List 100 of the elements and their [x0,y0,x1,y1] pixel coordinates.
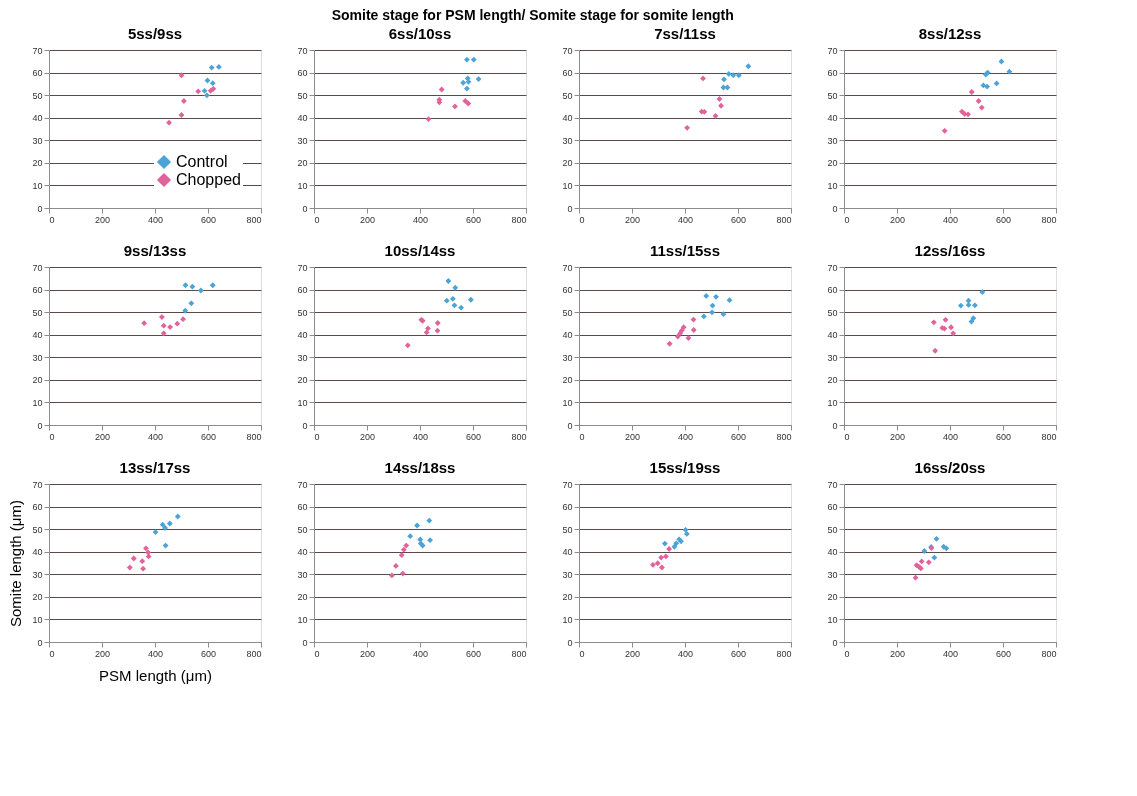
y-tick-label: 50 [297,307,308,318]
y-tick-label: 50 [297,524,308,535]
x-tick-label: 400 [942,214,959,225]
x-tick-label: 200 [359,214,376,225]
x-tick-label: 200 [359,648,376,659]
y-tick-label: 40 [32,330,43,341]
x-tick-label: 600 [995,648,1012,659]
text: Somite stage for PSM length/ Somite stage for somite length [331,6,734,23]
y-tick-label: 40 [32,113,43,124]
y-tick-label: 30 [562,352,573,363]
y-tick-label: 0 [567,637,573,648]
x-tick-label: 200 [624,214,641,225]
x-tick-label: 0 [844,214,850,225]
x-tick-label: 600 [730,214,747,225]
y-tick-label: 10 [297,614,308,625]
y-tick-label: 0 [832,420,838,431]
y-tick-label: 60 [297,285,308,296]
x-tick-label: 0 [49,431,55,442]
y-tick-label: 20 [827,375,838,386]
y-tick-label: 20 [562,158,573,169]
y-tick-label: 60 [827,285,838,296]
y-tick-label: 0 [832,203,838,214]
y-tick-label: 50 [32,307,43,318]
legend-label: Chopped [176,171,241,188]
x-tick-label: 600 [200,214,217,225]
y-tick-label: 0 [832,637,838,648]
x-tick-label: 400 [677,214,694,225]
x-tick-label: 600 [995,214,1012,225]
x-tick-label: 0 [314,214,320,225]
y-tick-label: 70 [297,262,308,273]
y-tick-label: 50 [32,90,43,101]
y-tick-label: 10 [562,614,573,625]
x-tick-label: 400 [942,431,959,442]
x-tick-label: 400 [942,648,959,659]
x-tick-label: 200 [889,214,906,225]
y-tick-label: 40 [562,330,573,341]
x-tick-label: 800 [776,431,792,442]
x-tick-label: 0 [579,648,585,659]
y-tick-label: 70 [297,45,308,56]
y-tick-label: 20 [827,592,838,603]
x-tick-label: 800 [1041,648,1057,659]
x-tick-label: 400 [147,648,164,659]
y-tick-label: 50 [562,90,573,101]
chart-title: 15ss/19ss [649,459,721,476]
y-tick-label: 30 [32,352,43,363]
y-tick-label: 20 [32,158,43,169]
x-tick-label: 0 [49,214,55,225]
y-tick-label: 20 [297,375,308,386]
y-tick-label: 0 [302,420,308,431]
y-tick-label: 60 [297,68,308,79]
y-tick-label: 40 [827,330,838,341]
y-tick-label: 40 [827,547,838,558]
x-tick-label: 0 [49,648,55,659]
y-tick-label: 60 [32,285,43,296]
x-tick-label: 600 [465,214,482,225]
x-tick-label: 400 [412,431,429,442]
y-tick-label: 30 [827,352,838,363]
x-tick-label: 800 [511,431,527,442]
x-tick-label: 800 [776,648,792,659]
x-tick-label: 800 [1041,431,1057,442]
y-tick-label: 10 [827,180,838,191]
y-tick-label: 20 [32,592,43,603]
y-tick-label: 60 [562,502,573,513]
chart-title: 12ss/16ss [914,242,986,259]
chart-title: 14ss/18ss [384,459,456,476]
x-tick-label: 800 [1041,214,1057,225]
x-tick-label: 200 [94,648,111,659]
chart-title: 8ss/12ss [918,25,982,42]
x-tick-label: 600 [730,648,747,659]
chart-title: 13ss/17ss [119,459,191,476]
x-tick-label: 800 [511,648,527,659]
y-tick-label: 30 [297,135,308,146]
x-tick-label: 0 [844,431,850,442]
y-tick-label: 50 [827,524,838,535]
x-tick-label: 800 [246,431,262,442]
chart-title: 5ss/9ss [127,25,183,42]
y-tick-label: 40 [827,113,838,124]
y-tick-label: 50 [827,90,838,101]
x-tick-label: 600 [465,648,482,659]
y-tick-label: 40 [297,547,308,558]
chart-title: 9ss/13ss [123,242,187,259]
y-tick-label: 70 [562,262,573,273]
y-tick-label: 0 [37,637,43,648]
y-tick-label: 10 [827,397,838,408]
y-tick-label: 50 [562,307,573,318]
chart-title: 11ss/15ss [649,242,721,259]
y-tick-label: 50 [827,307,838,318]
y-tick-label: 70 [827,45,838,56]
y-tick-label: 70 [827,262,838,273]
chart-title: 7ss/11ss [654,25,716,42]
y-tick-label: 0 [302,637,308,648]
x-tick-label: 600 [465,431,482,442]
x-tick-label: 600 [730,431,747,442]
y-tick-label: 20 [562,592,573,603]
x-tick-label: 400 [147,214,164,225]
y-tick-label: 40 [297,330,308,341]
y-tick-label: 60 [827,502,838,513]
y-tick-label: 10 [32,180,43,191]
y-tick-label: 70 [32,45,43,56]
x-tick-label: 400 [147,431,164,442]
